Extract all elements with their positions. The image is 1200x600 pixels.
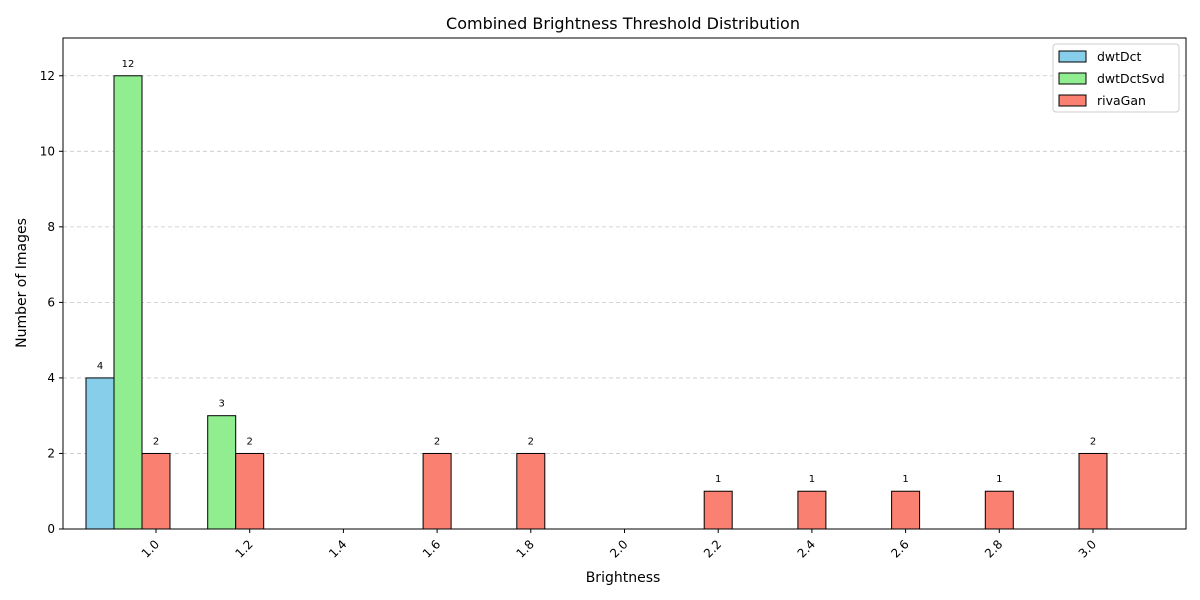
legend-swatch-dwtDctSvd: [1058, 72, 1087, 85]
y-tick-label: 10: [40, 144, 55, 158]
y-axis-label: Number of Images: [14, 218, 30, 348]
bar-value-label: 2: [434, 436, 440, 447]
bar-rivaGan-2.4: [797, 490, 827, 530]
bar-rivaGan-2.8: [984, 490, 1014, 530]
bar-dwtDctSvd-1.0: [113, 75, 143, 530]
x-tick-label: 1.6: [420, 537, 443, 560]
x-tick-label: 2.2: [701, 537, 724, 560]
y-tick-label: 8: [47, 220, 55, 234]
bars-group: [85, 75, 1108, 530]
bar-rivaGan-1.8: [516, 452, 546, 530]
legend-entry-dwtDctSvd: dwtDctSvd: [1097, 71, 1165, 86]
bar-value-label: 1: [809, 474, 815, 485]
bar-value-label: 2: [528, 436, 534, 447]
bar-value-label: 1: [996, 474, 1002, 485]
chart-title: Combined Brightness Threshold Distributi…: [446, 14, 800, 33]
bar-rivaGan-3.0: [1078, 452, 1108, 530]
bar-value-label: 2: [1090, 436, 1096, 447]
y-tick-label: 12: [40, 69, 55, 83]
x-tick-label: 1.0: [139, 537, 162, 560]
bar-rivaGan-2.2: [703, 490, 733, 530]
bar-dwtDctSvd-1.2: [207, 415, 237, 530]
bar-rivaGan-2.6: [891, 490, 921, 530]
y-axis-ticks: 0 2 4 6 8 10 12: [40, 69, 63, 536]
legend-entry-dwtDct: dwtDct: [1097, 49, 1142, 64]
bar-value-label: 1: [902, 474, 908, 485]
x-tick-label: 3.0: [1076, 537, 1099, 560]
y-tick-label: 6: [47, 295, 55, 309]
legend-swatch-rivaGan: [1058, 94, 1087, 107]
x-tick-label: 2.8: [982, 537, 1005, 560]
bar-value-label: 3: [219, 399, 225, 410]
bar-value-label: 2: [153, 436, 159, 447]
y-tick-label: 4: [47, 371, 55, 385]
bar-dwtDct-1.0: [85, 377, 115, 530]
bar-rivaGan-1.0: [141, 452, 171, 530]
bar-rivaGan-1.6: [422, 452, 452, 530]
y-gridlines: [63, 75, 1186, 454]
bar-value-label: 12: [122, 59, 135, 70]
bar-value-label: 1: [715, 474, 721, 485]
bar-rivaGan-1.2: [235, 452, 265, 530]
x-axis-label: Brightness: [586, 570, 661, 586]
x-tick-label: 1.4: [326, 537, 349, 560]
legend-entry-rivaGan: rivaGan: [1097, 93, 1146, 108]
legend: dwtDct dwtDctSvd rivaGan: [1052, 43, 1180, 113]
x-tick-label: 1.8: [514, 537, 537, 560]
bar-value-label: 2: [247, 436, 253, 447]
x-tick-label: 2.0: [607, 537, 630, 560]
x-axis-ticks: 1.0 1.2 1.4 1.6 1.8 2.0 2.2 2.4 2.6 2.8 3.0: [139, 529, 1099, 561]
bar-value-label: 4: [97, 361, 103, 372]
x-tick-label: 2.6: [888, 537, 911, 560]
x-tick-label: 2.4: [795, 537, 818, 560]
y-tick-label: 0: [47, 522, 55, 536]
x-tick-label: 1.2: [232, 537, 255, 560]
y-tick-label: 2: [47, 446, 55, 460]
legend-swatch-dwtDct: [1058, 50, 1087, 63]
